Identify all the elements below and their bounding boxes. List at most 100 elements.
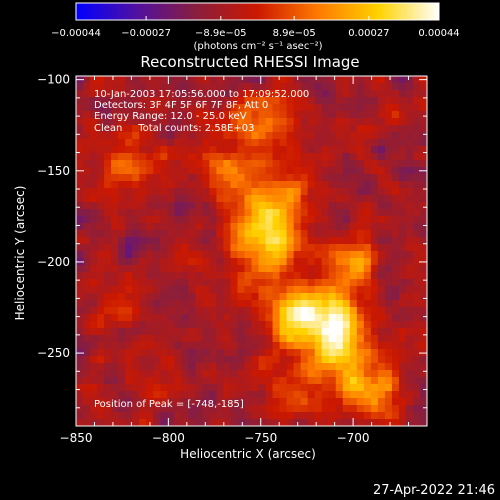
colorbar-tick-label: −0.00027 [121, 28, 171, 39]
heatmap-cell [405, 398, 414, 406]
heatmap-cell [209, 314, 217, 322]
heatmap-cell [391, 279, 400, 287]
heatmap-cell [83, 377, 91, 385]
heatmap-cell [97, 335, 105, 343]
heatmap-cell [104, 405, 112, 413]
heatmap-cell [153, 391, 161, 399]
heatmap-cell [118, 160, 126, 168]
heatmap-cell [83, 307, 91, 315]
heatmap-cell [244, 174, 253, 182]
heatmap-cell [342, 307, 351, 315]
heatmap-cell [363, 272, 372, 280]
heatmap-cell [342, 83, 351, 91]
heatmap-cell [419, 160, 427, 168]
heatmap-cell [125, 160, 133, 168]
heatmap-cell [370, 307, 379, 315]
heatmap-cell [251, 258, 260, 266]
x-tick-label: −750 [244, 431, 277, 445]
heatmap-cell [132, 356, 140, 364]
heatmap-cell [328, 349, 337, 357]
heatmap-cell [160, 104, 168, 112]
heatmap-cell [153, 321, 161, 329]
heatmap-cell [328, 356, 337, 364]
heatmap-cell [265, 251, 274, 259]
heatmap-cell [328, 286, 337, 294]
heatmap-cell [188, 286, 196, 294]
heatmap-cell [125, 321, 133, 329]
heatmap-cell [209, 258, 217, 266]
heatmap-cell [391, 174, 400, 182]
heatmap-cell [167, 293, 175, 301]
heatmap-cell [125, 384, 133, 392]
heatmap-cell [363, 412, 372, 420]
heatmap-cell [293, 321, 302, 329]
heatmap-cell [356, 384, 365, 392]
heatmap-cell [258, 118, 267, 126]
heatmap-cell [139, 244, 147, 252]
heatmap-cell [258, 153, 267, 161]
colorbar-tick-label: 8.9e−05 [273, 28, 316, 39]
heatmap-cell [223, 342, 232, 350]
heatmap-cell [328, 174, 337, 182]
heatmap-cell [307, 412, 316, 420]
heatmap-cell [258, 188, 267, 196]
heatmap-cell [412, 363, 421, 371]
heatmap-cell [209, 307, 217, 315]
heatmap-cell [342, 195, 351, 203]
heatmap-cell [356, 230, 365, 238]
heatmap-cell [279, 419, 288, 426]
heatmap-cell [132, 118, 140, 126]
heatmap-cell [83, 125, 91, 133]
heatmap-cell [356, 272, 365, 280]
heatmap-cell [104, 251, 112, 259]
heatmap-cell [188, 377, 196, 385]
heatmap-cell [139, 125, 147, 133]
heatmap-cell [349, 314, 358, 322]
heatmap-cell [146, 342, 154, 350]
heatmap-cell [377, 272, 386, 280]
heatmap-cell [286, 244, 295, 252]
heatmap-cell [377, 300, 386, 308]
heatmap-cell [174, 342, 182, 350]
heatmap-cell [90, 377, 98, 385]
heatmap-cell [356, 237, 365, 245]
heatmap-cell [202, 384, 210, 392]
heatmap-cell [412, 104, 421, 112]
heatmap-cell [244, 118, 253, 126]
heatmap-cell [251, 384, 260, 392]
heatmap-cell [146, 300, 154, 308]
heatmap-cell [398, 104, 407, 112]
heatmap-cell [307, 125, 316, 133]
heatmap-cell [111, 272, 119, 280]
heatmap-cell [384, 265, 393, 273]
heatmap-cell [321, 237, 330, 245]
heatmap-cell [160, 132, 168, 140]
heatmap-cell [307, 265, 316, 273]
heatmap-cell [188, 209, 196, 217]
heatmap-cell [265, 321, 274, 329]
heatmap-cell [370, 356, 379, 364]
heatmap-cell [391, 391, 400, 399]
heatmap-cell [244, 328, 253, 336]
heatmap-cell [293, 153, 302, 161]
heatmap-cell [272, 335, 281, 343]
heatmap-cell [237, 286, 246, 294]
heatmap-cell [307, 286, 316, 294]
heatmap-cell [258, 342, 267, 350]
heatmap-cell [412, 83, 421, 91]
heatmap-cell [216, 328, 225, 336]
heatmap-cell [272, 216, 281, 224]
heatmap-cell [244, 398, 253, 406]
heatmap-cell [153, 293, 161, 301]
heatmap-cell [167, 230, 175, 238]
heatmap-cell [244, 419, 253, 426]
heatmap-cell [209, 405, 217, 413]
heatmap-cell [356, 300, 365, 308]
heatmap-cell [286, 153, 295, 161]
heatmap-cell [279, 342, 288, 350]
heatmap-cell [146, 146, 154, 154]
heatmap-cell [139, 153, 147, 161]
heatmap-cell [111, 118, 119, 126]
heatmap-cell [349, 363, 358, 371]
heatmap-cell [230, 209, 239, 217]
